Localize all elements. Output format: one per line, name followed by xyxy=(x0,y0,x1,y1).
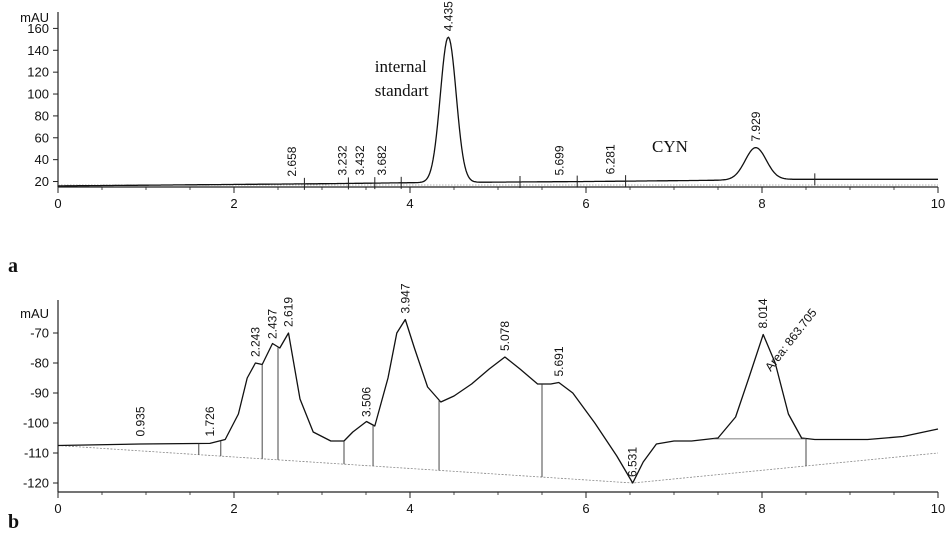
peak-label: 4.435 xyxy=(441,1,455,31)
y-tick-label: 160 xyxy=(27,21,49,36)
x-tick-label: 4 xyxy=(406,501,413,516)
x-tick-label: 0 xyxy=(54,196,61,211)
x-tick-label: 6 xyxy=(582,196,589,211)
panel-label: b xyxy=(8,511,19,533)
panel-b: 0 2 4 6 8 10 -120 -110 -100 -90 -80 -70 mAU b 0.935 1.7… xyxy=(8,283,945,533)
y-tick-label: 40 xyxy=(35,152,49,167)
y-tick-label: -90 xyxy=(30,386,49,401)
peak-label: 5.699 xyxy=(553,145,567,175)
y-tick-label: -100 xyxy=(23,416,49,431)
peak-label: 2.243 xyxy=(248,327,262,357)
peak-label: 0.935 xyxy=(133,406,147,436)
peak-label: 3.232 xyxy=(335,145,349,175)
y-tick-label: 120 xyxy=(27,65,49,80)
peak-label: 3.947 xyxy=(398,283,412,313)
x-tick-label: 6 xyxy=(582,501,589,516)
peak-label: 2.658 xyxy=(285,146,299,176)
x-tick-label: 0 xyxy=(54,501,61,516)
x-tick-label: 4 xyxy=(406,196,413,211)
signal-trace xyxy=(58,36,938,187)
y-tick-label: 80 xyxy=(35,108,49,123)
peak-label: 6.531 xyxy=(626,447,640,477)
peak-annotation: internal xyxy=(375,57,427,76)
peak-label: 3.682 xyxy=(375,145,389,175)
y-tick-label: 60 xyxy=(35,130,49,145)
x-tick-label: 2 xyxy=(230,196,237,211)
y-tick-label: -120 xyxy=(23,476,49,491)
area-annotation: Area: 863.705 xyxy=(762,306,820,374)
x-tick-label: 8 xyxy=(758,196,765,211)
peak-label: 6.281 xyxy=(604,144,618,174)
y-tick-label: 100 xyxy=(27,87,49,102)
y-tick-label: -70 xyxy=(30,326,49,341)
y-axis-label: mAU xyxy=(20,10,49,25)
x-tick-label: 10 xyxy=(931,196,945,211)
x-tick-label: 2 xyxy=(230,501,237,516)
x-tick-label: 10 xyxy=(931,501,945,516)
y-axis-label: mAU xyxy=(20,306,49,321)
peak-label: 3.506 xyxy=(360,387,374,417)
peak-label: 2.619 xyxy=(282,297,296,327)
peak-label: 2.437 xyxy=(266,309,280,339)
peak-annotation: CYN xyxy=(652,137,688,156)
signal-trace xyxy=(57,318,939,484)
x-tick-label: 8 xyxy=(758,501,765,516)
y-tick-label: -110 xyxy=(24,446,49,461)
peak-label: 1.726 xyxy=(203,406,217,436)
peak-label: 5.078 xyxy=(498,321,512,351)
peak-label: 5.691 xyxy=(552,346,566,376)
panel-label: a xyxy=(8,255,18,277)
peak-label: 3.432 xyxy=(353,145,367,175)
peak-label: 7.929 xyxy=(749,111,763,141)
peak-annotation: standart xyxy=(375,81,429,100)
y-tick-label: 20 xyxy=(35,174,49,189)
peak-label: 8.014 xyxy=(756,298,770,328)
y-tick-label: -80 xyxy=(30,356,49,371)
y-tick-label: 140 xyxy=(27,43,49,58)
